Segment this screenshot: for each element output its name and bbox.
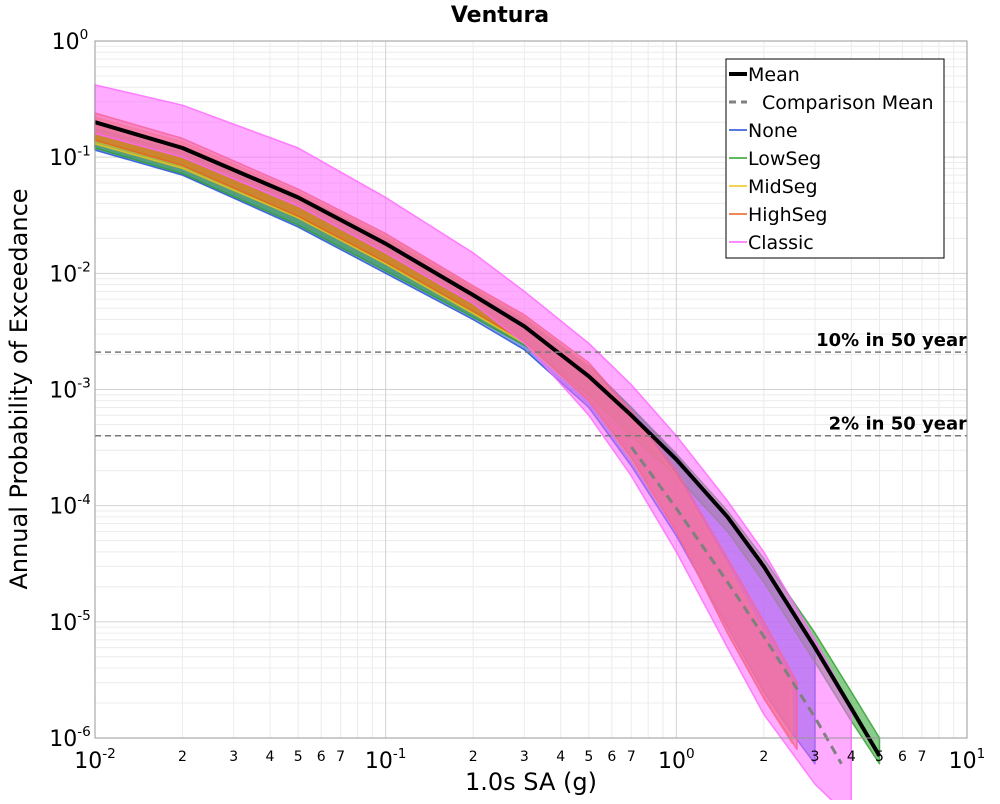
plot-frame [94,40,968,739]
series-line-comparison-mean [630,446,843,765]
x-major-tick-label: 10-1 [365,746,407,774]
reference-lines: 10% in 50 year 2% in 50 year [95,330,967,437]
y-major-tick-label: 10-4 [49,492,91,520]
series-band-classic [94,84,853,804]
x-minor-tick-label: 5 [875,749,884,765]
x-minor-tick-label: 2 [759,749,768,765]
x-minor-tick-label: 6 [607,749,616,765]
legend-box [725,58,945,259]
y-major-tick-label: 10-2 [49,259,91,287]
x-minor-tick-label: 3 [520,749,529,765]
legend-label-none: None [748,120,798,142]
x-minor-tick-label: 4 [556,749,565,765]
x-minor-tick-label: 6 [898,749,907,765]
x-minor-tick-label: 4 [847,749,856,765]
x-major-tick-label: 10-2 [74,746,116,774]
series-layer [94,84,882,804]
x-minor-tick-label: 3 [811,749,820,765]
series-band-highseg [94,112,798,751]
legend-label-classic: Classic [748,232,814,254]
reference-line-label: 10% in 50 year [816,330,967,351]
x-minor-tick-label: 7 [336,749,345,765]
series-line-mean [94,120,882,758]
x-major-tick-label: 100 [658,746,695,774]
y-major-tick-label: 10-5 [49,608,91,636]
x-minor-tick-label: 3 [229,749,238,765]
y-major-tick-label: 100 [52,27,89,55]
legend-label-midseg: MidSeg [748,176,818,198]
legend: Mean Comparison Mean None LowSeg MidSeg HighS… [725,58,945,259]
x-minor-tick-label: 4 [266,749,275,765]
x-major-tick-label: 101 [949,746,986,774]
reference-line-label: 2% in 50 year [829,414,967,435]
y-major-tick-label: 10-3 [49,376,91,404]
y-major-tick-label: 10-6 [49,724,91,752]
x-axis-label: 1.0s SA (g) [465,768,597,796]
x-minor-tick-label: 2 [178,749,187,765]
x-minor-tick-label: 5 [584,749,593,765]
x-minor-tick-label: 7 [918,749,927,765]
x-minor-tick-label: 5 [294,749,303,765]
chart-title: Ventura [451,3,549,28]
x-minor-tick-label: 7 [627,749,636,765]
series-band-none [94,128,816,765]
x-minor-tick-label: 6 [317,749,326,765]
legend-label-mean: Mean [748,64,800,86]
series-band-midseg [94,116,793,745]
legend-label-highseg: HighSeg [748,204,827,226]
y-axis-ticks: 10-6 10-5 10-4 10-3 10-2 10-1 100 [49,27,91,752]
y-major-tick-label: 10-1 [49,143,91,171]
y-axis-label: Annual Probability of Exceedance [5,188,33,589]
x-minor-tick-label: 2 [469,749,478,765]
legend-label-comparison-mean: Comparison Mean [762,92,934,114]
legend-label-lowseg: LowSeg [748,148,821,170]
